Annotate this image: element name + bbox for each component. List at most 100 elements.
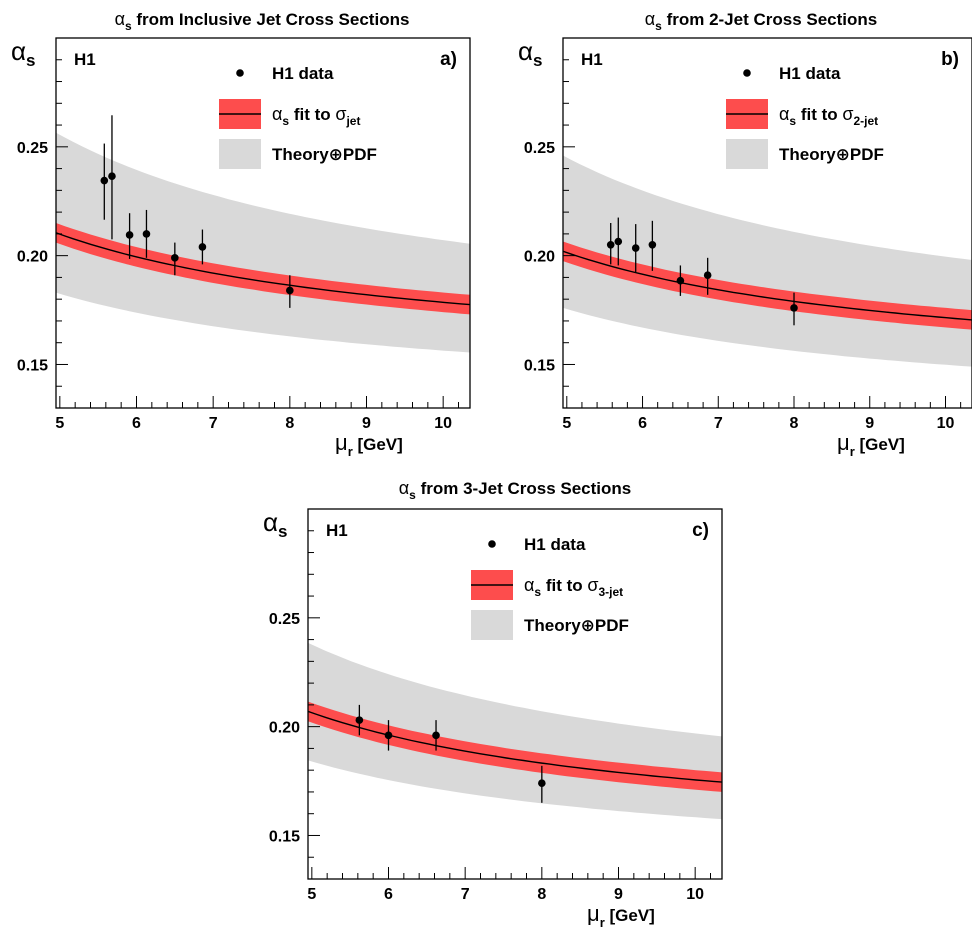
data-point (384, 720, 393, 751)
data-marker (648, 240, 657, 249)
legend-theory-swatch (726, 139, 768, 169)
legend-theory-label: Theory⊕PDF (524, 616, 629, 635)
data-point (286, 275, 294, 308)
data-marker (606, 240, 615, 249)
y-axis-label: αs (263, 507, 288, 541)
x-tick-label: 6 (384, 886, 393, 903)
data-marker (614, 237, 623, 246)
legend-theory-swatch (471, 610, 513, 640)
data-point (631, 224, 640, 272)
data-point (648, 220, 657, 271)
data-marker (631, 244, 640, 252)
y-tick-label: 0.25 (524, 140, 555, 157)
data-marker (108, 172, 116, 181)
data-point (171, 242, 179, 276)
data-marker (790, 304, 798, 312)
data-point (538, 765, 546, 803)
legend-data-label: H1 data (524, 535, 586, 554)
experiment-label: H1 (326, 521, 348, 540)
data-marker (286, 286, 294, 295)
data-point (676, 265, 685, 296)
legend-fit-label: αs fit to σjet (272, 104, 360, 128)
data-point (198, 229, 207, 265)
x-tick-label: 8 (790, 415, 799, 432)
x-axis: 5 6 7 8 9 10 (307, 867, 711, 903)
data-point (142, 209, 151, 258)
x-tick-label: 8 (285, 415, 294, 432)
data-marker (125, 231, 134, 239)
x-tick-label: 7 (461, 886, 470, 903)
legend-marker (743, 69, 751, 77)
x-axis: 5 6 7 8 9 10 (55, 396, 459, 432)
data-point (125, 213, 134, 259)
data-point (790, 292, 798, 326)
legend-fit-label: αs fit to σ2-jet (779, 104, 878, 128)
y-tick-label: 0.15 (524, 357, 555, 374)
panel-title: αs from 3-Jet Cross Sections (399, 478, 632, 502)
x-tick-label: 9 (865, 415, 874, 432)
y-axis-label: αs (518, 36, 543, 70)
plot-frame (55, 37, 471, 409)
plot-frame (307, 508, 723, 880)
x-axis-label: μr [GeV] (837, 430, 905, 459)
x-tick-label: 7 (209, 415, 218, 432)
x-tick-label: 6 (132, 415, 141, 432)
data-marker (355, 716, 364, 724)
panel-label: c) (692, 520, 709, 541)
fit-line (308, 710, 722, 783)
y-tick-label: 0.15 (269, 828, 300, 845)
legend: H1 data αs fit to σ3-jet Theory⊕PDF (471, 535, 629, 640)
data-point (614, 217, 623, 266)
legend-theory-label: Theory⊕PDF (779, 145, 884, 164)
panel-label: b) (941, 49, 959, 70)
y-tick-label: 0.15 (17, 357, 48, 374)
data-marker (703, 271, 712, 280)
data-marker (384, 731, 393, 740)
legend: H1 data αs fit to σ2-jet Theory⊕PDF (726, 64, 884, 169)
y-tick-label: 0.20 (269, 720, 300, 737)
y-tick-label: 0.25 (17, 140, 48, 157)
legend-theory-label: Theory⊕PDF (272, 145, 377, 164)
data-marker (171, 254, 179, 262)
legend-marker (236, 69, 244, 77)
fit-uncertainty-band (56, 223, 470, 315)
data-point (606, 223, 615, 265)
data-point (703, 257, 712, 295)
legend-fit-label: αs fit to σ3-jet (524, 575, 623, 599)
x-tick-label: 10 (937, 415, 955, 432)
x-tick-label: 9 (362, 415, 371, 432)
x-axis-label: μr [GeV] (335, 430, 403, 459)
legend-data-label: H1 data (779, 64, 841, 83)
y-axis: 0.15 0.20 0.25 (17, 37, 68, 409)
y-tick-label: 0.25 (269, 611, 300, 628)
x-tick-label: 6 (638, 415, 647, 432)
experiment-label: H1 (581, 50, 603, 69)
data-marker (100, 176, 109, 185)
panel-label: a) (440, 49, 457, 70)
data-point (100, 143, 109, 220)
y-tick-label: 0.20 (524, 249, 555, 266)
data-marker (198, 243, 207, 251)
x-tick-label: 9 (614, 886, 623, 903)
x-tick-label: 5 (55, 415, 64, 432)
x-tick-label: 8 (537, 886, 546, 903)
x-tick-label: 10 (434, 415, 452, 432)
fit-line (563, 250, 972, 321)
legend: H1 data αs fit to σjet Theory⊕PDF (219, 64, 377, 169)
plot-frame (562, 37, 972, 409)
data-marker (142, 230, 151, 238)
x-tick-label: 5 (307, 886, 316, 903)
data-marker (432, 731, 440, 740)
fit-uncertainty-band (563, 241, 972, 330)
y-axis: 0.15 0.20 0.25 (269, 508, 320, 880)
panel-title: αs from Inclusive Jet Cross Sections (115, 9, 410, 33)
experiment-label: H1 (74, 50, 96, 69)
panel-a: 5 6 7 8 9 10 0.15 0.20 0.25 αs μr [GeV] αs from Inc… (11, 9, 471, 459)
data-point (355, 704, 364, 736)
fit-uncertainty-band (308, 701, 722, 792)
x-tick-label: 5 (562, 415, 571, 432)
data-marker (676, 276, 685, 285)
x-axis: 5 6 7 8 9 10 (562, 396, 962, 432)
fit-line (56, 232, 470, 306)
